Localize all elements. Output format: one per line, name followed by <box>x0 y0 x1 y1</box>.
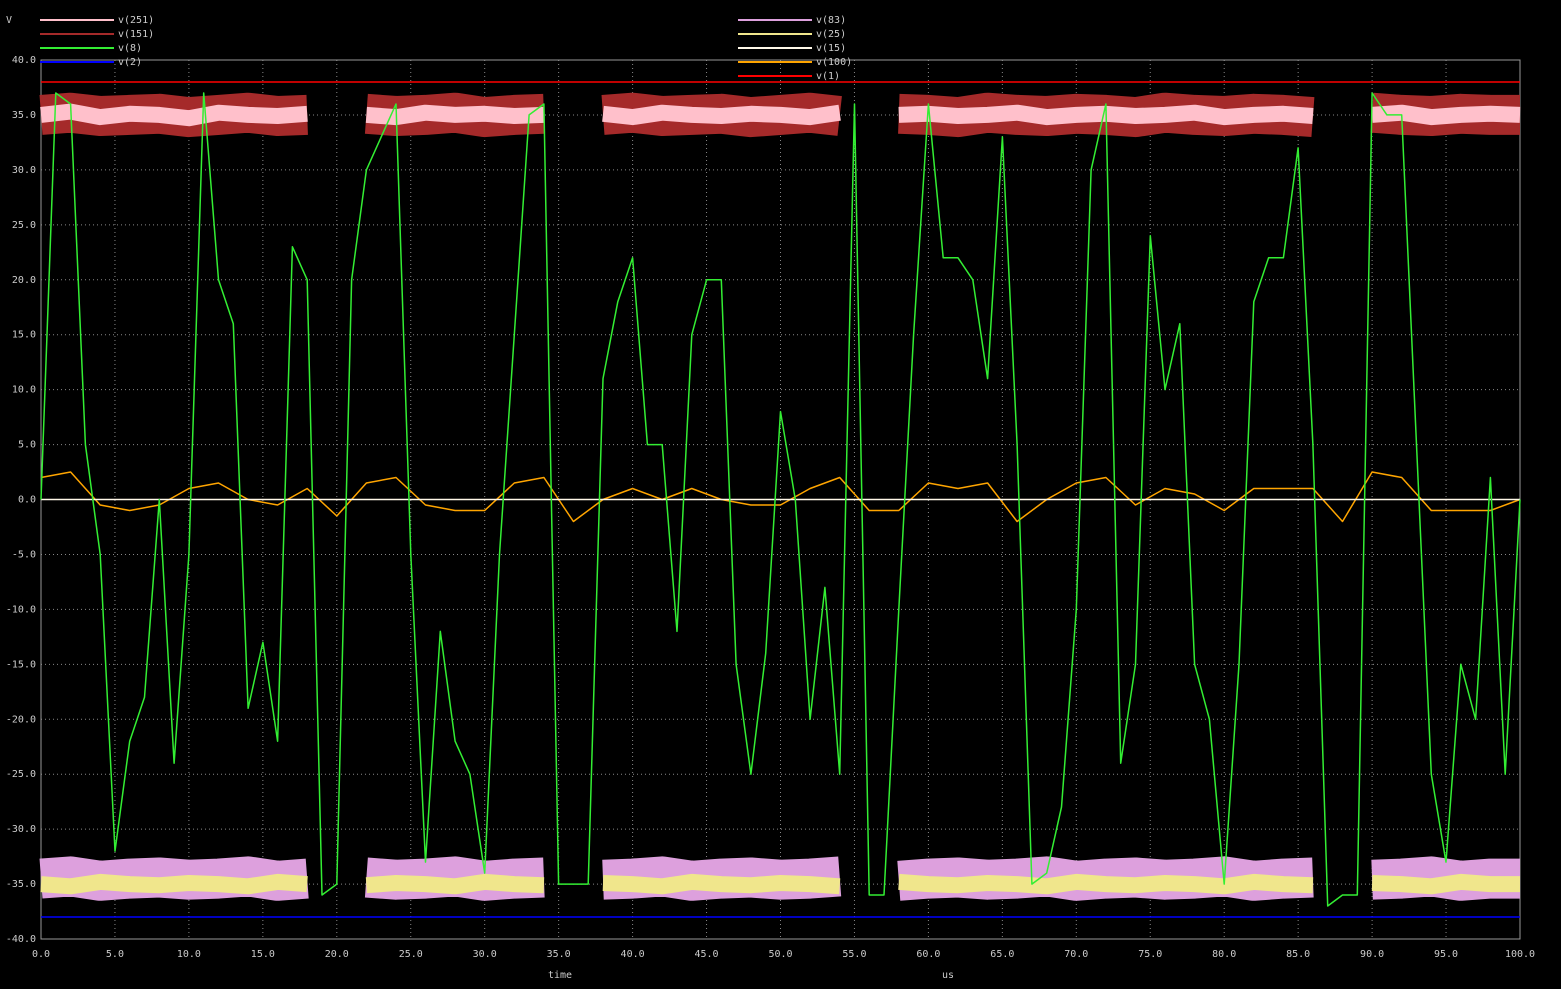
x-tick-label: 90.0 <box>1360 949 1384 960</box>
x-tick-label: 60.0 <box>916 949 940 960</box>
y-label: V <box>6 15 12 26</box>
y-tick-label: 25.0 <box>12 220 36 231</box>
y-tick-label: 20.0 <box>12 275 36 286</box>
legend-label: v(83) <box>816 15 846 26</box>
x-tick-label: 45.0 <box>695 949 719 960</box>
series-line <box>40 92 1521 907</box>
y-tick-label: 0.0 <box>18 495 36 506</box>
legend-label: v(251) <box>118 15 154 26</box>
x-tick-label: 35.0 <box>547 949 571 960</box>
x-tick-label: 80.0 <box>1212 949 1236 960</box>
y-tick-label: -40.0 <box>6 934 36 945</box>
y-tick-label: -25.0 <box>6 769 36 780</box>
x-tick-label: 10.0 <box>177 949 201 960</box>
x-tick-label: 40.0 <box>621 949 645 960</box>
y-tick-label: -35.0 <box>6 879 36 890</box>
x-unit: us <box>942 970 954 981</box>
x-tick-label: 30.0 <box>473 949 497 960</box>
y-tick-label: -5.0 <box>12 549 36 560</box>
y-tick-label: -30.0 <box>6 824 36 835</box>
legend-label: v(151) <box>118 29 154 40</box>
x-tick-label: 25.0 <box>399 949 423 960</box>
x-tick-label: 75.0 <box>1138 949 1162 960</box>
x-tick-label: 95.0 <box>1434 949 1458 960</box>
x-tick-label: 5.0 <box>106 949 124 960</box>
legend-label: v(2) <box>118 57 142 68</box>
legend-label: v(25) <box>816 29 846 40</box>
y-tick-label: 15.0 <box>12 330 36 341</box>
x-tick-label: 15.0 <box>251 949 275 960</box>
x-label: time <box>548 970 572 981</box>
y-tick-label: -10.0 <box>6 604 36 615</box>
y-tick-label: 40.0 <box>12 55 36 66</box>
legend-label: v(15) <box>816 43 846 54</box>
y-tick-label: 30.0 <box>12 165 36 176</box>
x-tick-label: 0.0 <box>32 949 50 960</box>
x-tick-label: 70.0 <box>1064 949 1088 960</box>
x-tick-label: 50.0 <box>768 949 792 960</box>
y-tick-label: 5.0 <box>18 440 36 451</box>
x-tick-label: 20.0 <box>325 949 349 960</box>
x-tick-label: 100.0 <box>1505 949 1535 960</box>
y-tick-label: 10.0 <box>12 385 36 396</box>
x-tick-label: 55.0 <box>842 949 866 960</box>
y-tick-label: -20.0 <box>6 714 36 725</box>
series-line <box>40 103 1521 127</box>
legend-label: v(100) <box>816 57 852 68</box>
x-tick-label: 85.0 <box>1286 949 1310 960</box>
legend-label: v(8) <box>118 43 142 54</box>
y-tick-label: -15.0 <box>6 659 36 670</box>
series-line <box>40 873 1520 895</box>
legend-label: v(1) <box>816 71 840 82</box>
x-tick-label: 65.0 <box>990 949 1014 960</box>
y-tick-label: 35.0 <box>12 110 36 121</box>
